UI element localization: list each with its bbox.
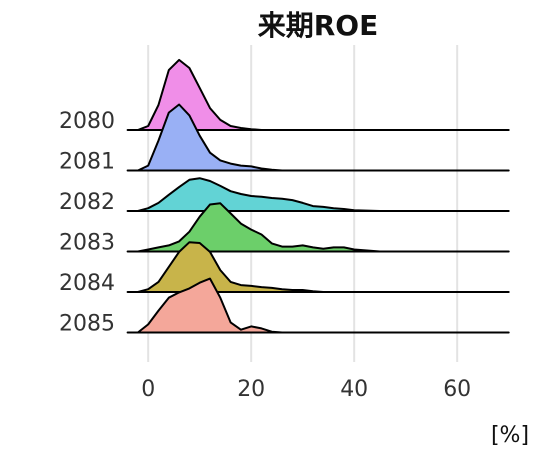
x-tick-label: 20 [237,377,265,402]
ridge [126,277,510,334]
x-tick-label: 40 [340,377,368,402]
y-tick-label: 2085 [59,312,115,337]
x-tick-label: 0 [141,377,155,402]
x-tick-label: 60 [443,377,471,402]
y-tick-label: 2082 [59,190,115,215]
ridge [126,202,510,253]
y-tick-label: 2081 [59,150,115,175]
ridge [126,103,510,172]
y-tick-label: 2080 [59,109,115,134]
ridge [126,241,510,293]
chart-title: 来期ROE [258,9,379,42]
x-axis-label: [%] [491,423,529,448]
y-tick-label: 2083 [59,231,115,256]
ridge [126,177,510,212]
y-tick-label: 2084 [59,271,115,296]
